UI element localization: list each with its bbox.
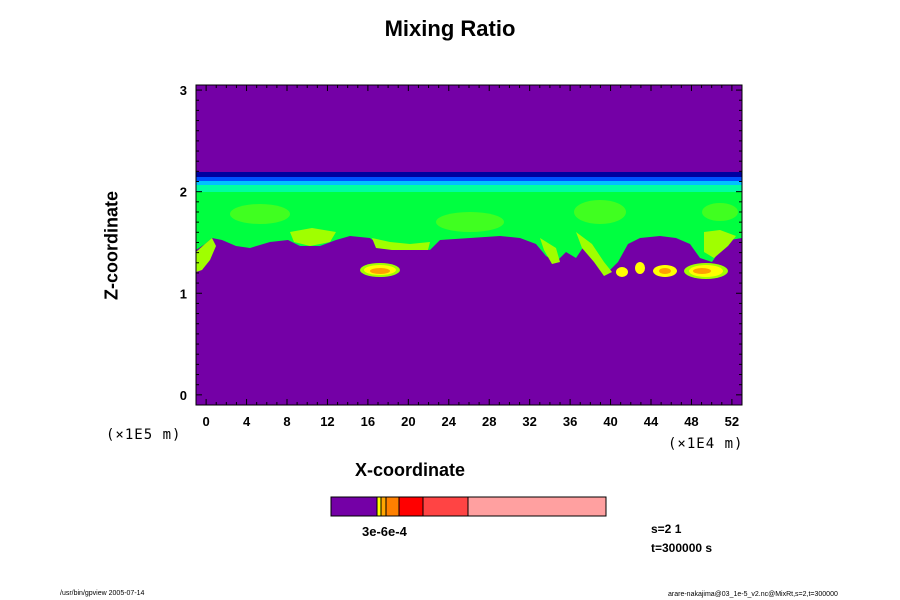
x-tick-label: 40 xyxy=(603,414,617,429)
x-tick-label: 24 xyxy=(442,414,457,429)
y-tick-label: 3 xyxy=(180,83,187,98)
colorbar-segment xyxy=(377,497,381,516)
x-tick-label: 28 xyxy=(482,414,496,429)
patch-yellow-green xyxy=(290,228,336,246)
layer-band-cyan xyxy=(196,181,742,185)
blob-core xyxy=(659,268,671,274)
layer-band-dark-blue xyxy=(196,172,742,177)
x-tick-label: 4 xyxy=(243,414,251,429)
patch-light-green xyxy=(574,200,626,224)
info-s: s=2 1 xyxy=(651,522,682,536)
chart-title: Mixing Ratio xyxy=(384,16,516,41)
footer-left: /usr/bin/gpview 2005-07-14 xyxy=(60,590,145,597)
mixing-ratio-field xyxy=(196,172,742,279)
colorbar-segment xyxy=(468,497,606,516)
x-tick-label: 8 xyxy=(283,414,290,429)
colorbar-segment xyxy=(399,497,423,516)
colorbar-label: 3e-6e-4 xyxy=(362,524,407,539)
x-tick-label: 48 xyxy=(684,414,698,429)
patch-yellow-green xyxy=(540,238,560,264)
y-tick-label: 1 xyxy=(180,286,187,301)
axis-ticks xyxy=(196,85,742,405)
x-tick-label: 32 xyxy=(522,414,536,429)
patch-yellow-green xyxy=(576,232,612,276)
y-tick-label: 2 xyxy=(180,185,187,200)
patch-light-green xyxy=(230,204,290,224)
blob-core xyxy=(370,268,390,274)
x-tick-label: 12 xyxy=(320,414,334,429)
footer-right: arare-nakajima@03_1e-5_v2.nc@MixRt,s=2,t… xyxy=(668,591,838,598)
z-unit-label: (×1E5 m) xyxy=(106,427,182,443)
plot-background xyxy=(196,85,742,405)
colorbar-segment xyxy=(331,497,377,516)
colorbar-segment xyxy=(386,497,399,516)
patch-yellow-green xyxy=(196,238,216,272)
y-tick-label: 0 xyxy=(180,388,187,403)
layer-band-aqua xyxy=(196,185,742,192)
patch-yellow-green xyxy=(704,230,736,258)
x-axis-label: X-coordinate xyxy=(354,460,465,480)
x-tick-label: 0 xyxy=(202,414,209,429)
x-tick-label: 44 xyxy=(644,414,659,429)
colorbar-segment xyxy=(423,497,468,516)
x-tick-label: 16 xyxy=(361,414,375,429)
layer-band-blue xyxy=(196,177,742,181)
colorbar-segment xyxy=(381,497,386,516)
info-t: t=300000 s xyxy=(651,541,713,555)
x-tick-label: 36 xyxy=(563,414,577,429)
blob-middle xyxy=(616,267,628,277)
x-tick-label: 52 xyxy=(725,414,739,429)
colorbar xyxy=(330,496,607,517)
blob-core xyxy=(693,268,711,274)
y-axis-label: Z-coordinate xyxy=(101,191,122,301)
patch-light-green xyxy=(702,203,738,221)
x-unit-label: (×1E4 m) xyxy=(668,436,744,452)
blob-middle xyxy=(635,262,645,274)
x-tick-label: 20 xyxy=(401,414,415,429)
patch-yellow-green xyxy=(372,238,430,250)
patch-light-green xyxy=(436,212,504,232)
